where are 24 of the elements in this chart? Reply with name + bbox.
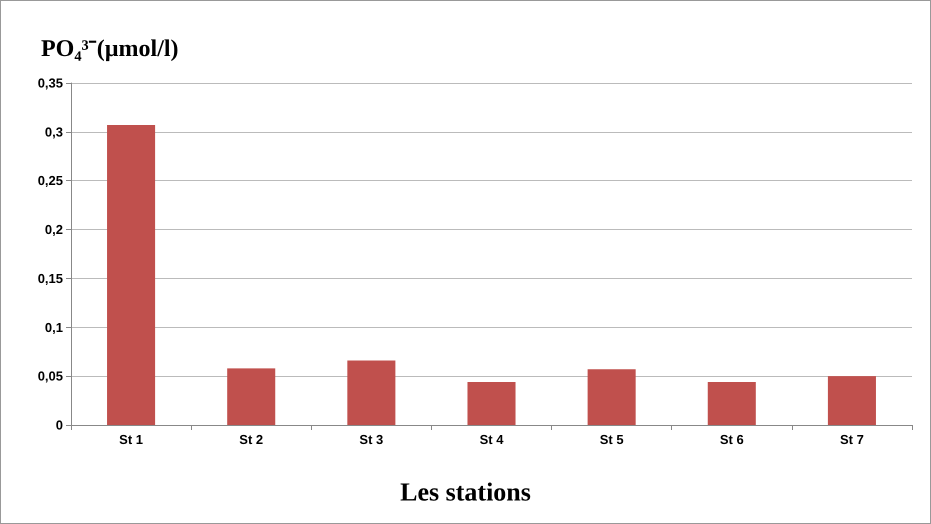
bar bbox=[588, 369, 636, 425]
x-tick-label: St 4 bbox=[480, 432, 504, 447]
bar bbox=[708, 382, 756, 425]
x-tick-label: St 3 bbox=[359, 432, 384, 447]
bar bbox=[828, 376, 876, 425]
bar bbox=[467, 382, 516, 425]
x-tick-label: St 2 bbox=[239, 432, 264, 447]
y-tick-label: 0,15 bbox=[38, 270, 63, 286]
bar bbox=[107, 125, 156, 425]
y-tick-label: 0,2 bbox=[44, 222, 63, 238]
y-tick-label: 0,3 bbox=[44, 124, 63, 140]
x-tick-label: St 6 bbox=[720, 432, 744, 447]
y-tick-label: 0,25 bbox=[38, 173, 63, 188]
y-tick-label: 0 bbox=[56, 418, 63, 432]
y-tick-label: 0,1 bbox=[44, 320, 63, 335]
x-axis-title: Les stations bbox=[400, 478, 531, 506]
x-tick-label: St 7 bbox=[840, 432, 864, 447]
x-tick-label: St 1 bbox=[119, 432, 143, 447]
y-tick-label: 0,05 bbox=[38, 368, 63, 384]
y-tick-label: 0,35 bbox=[38, 76, 63, 90]
bar bbox=[227, 368, 276, 425]
x-tick-label: St 5 bbox=[600, 432, 624, 447]
bar bbox=[347, 360, 396, 425]
y-axis-title: PO₄³⁻(µmol/l) bbox=[41, 36, 179, 62]
